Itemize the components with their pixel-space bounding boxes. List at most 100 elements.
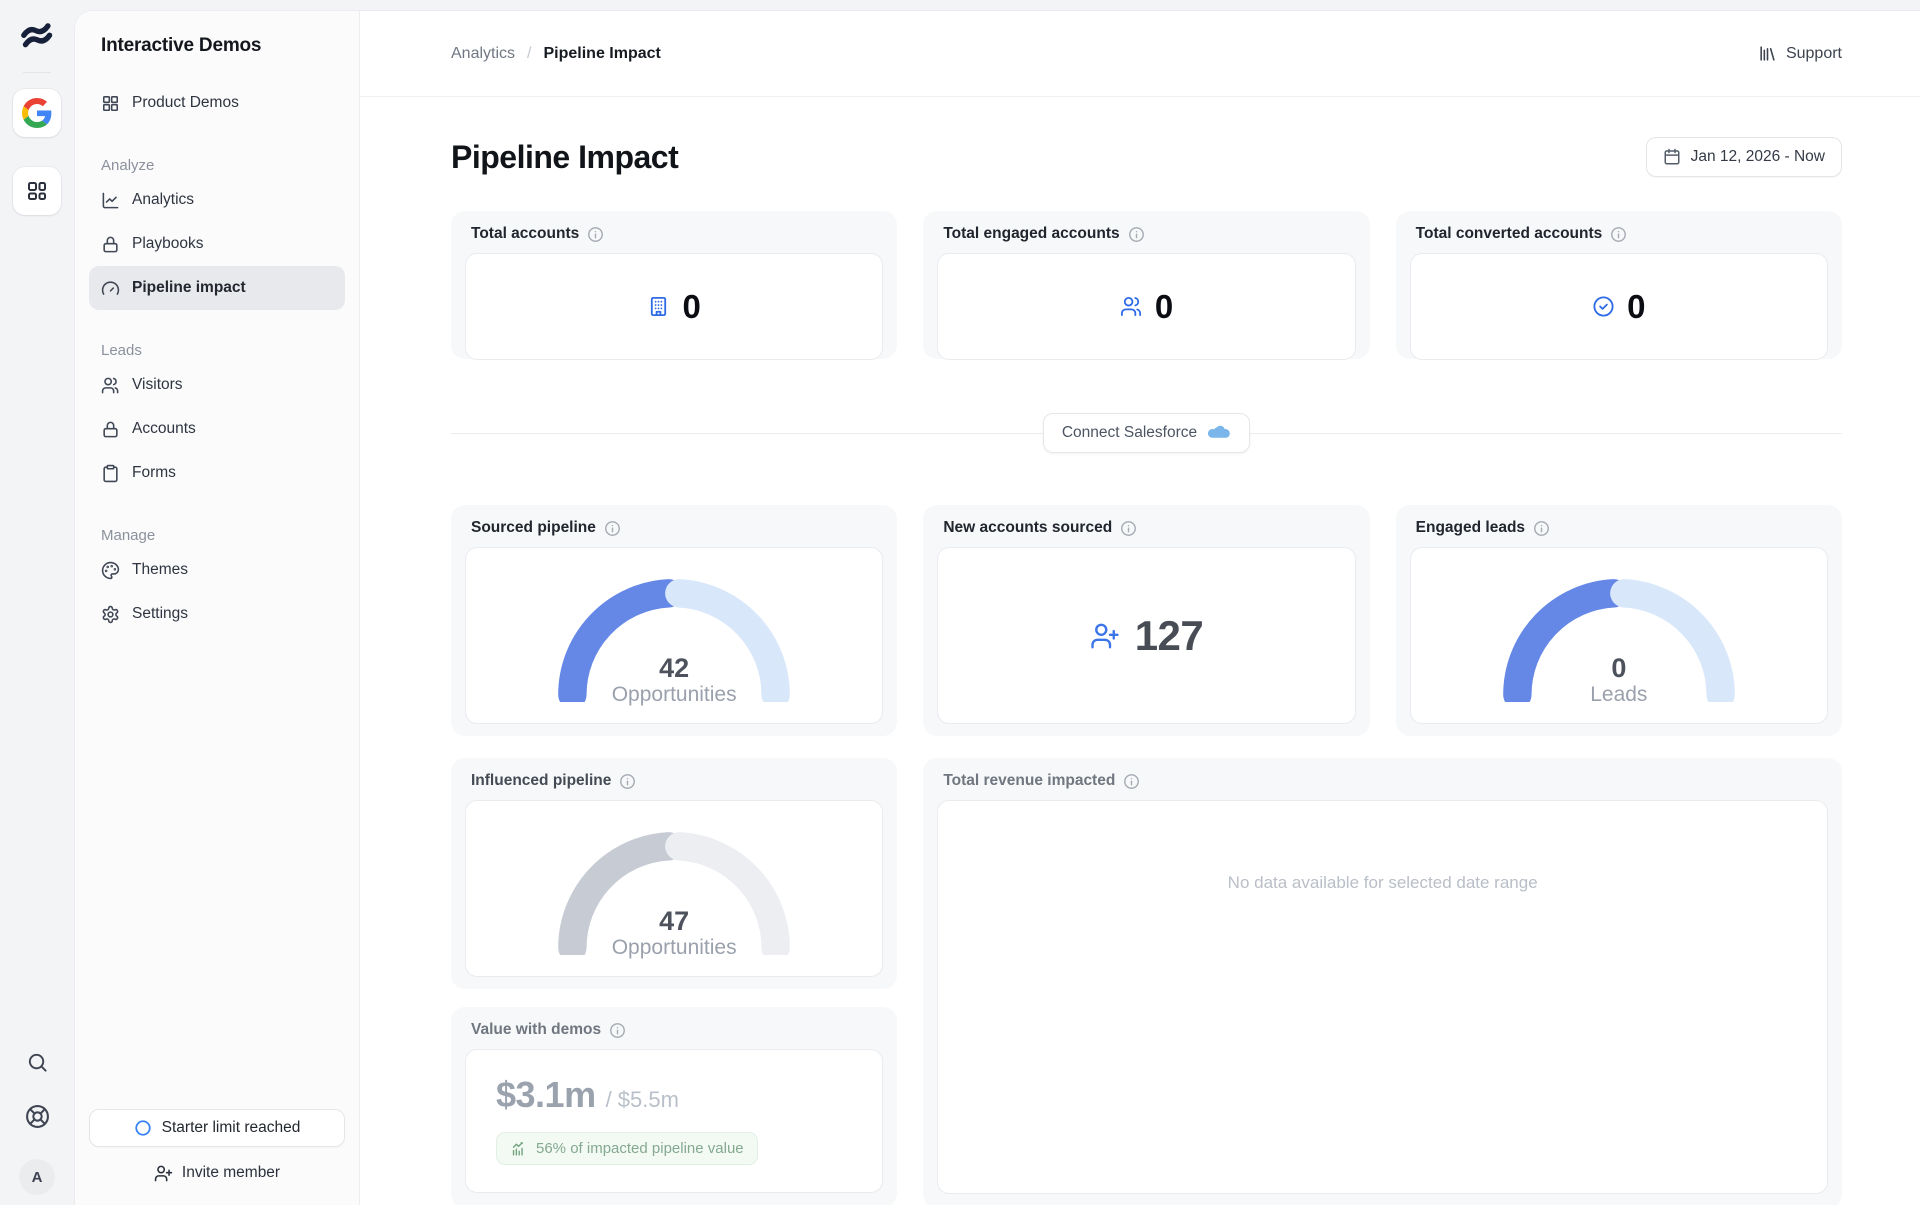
info-icon[interactable] bbox=[609, 1022, 626, 1039]
sidebar-item-forms[interactable]: Forms bbox=[89, 451, 345, 495]
info-icon[interactable] bbox=[1128, 226, 1145, 243]
sidebar-item-label: Analytics bbox=[132, 191, 195, 208]
gauge-value: 0 bbox=[1611, 653, 1627, 683]
gear-icon bbox=[102, 605, 119, 623]
info-icon[interactable] bbox=[1533, 520, 1550, 537]
sidebar-item-playbooks[interactable]: Playbooks bbox=[89, 222, 345, 266]
card-title: Total converted accounts bbox=[1415, 225, 1603, 242]
info-icon[interactable] bbox=[1120, 520, 1137, 537]
card-title: Total engaged accounts bbox=[943, 225, 1120, 242]
sidebar-item-label: Accounts bbox=[132, 420, 196, 437]
connect-salesforce-row: Connect Salesforce bbox=[451, 413, 1842, 453]
help-button[interactable] bbox=[25, 1104, 50, 1129]
search-icon bbox=[28, 1053, 47, 1072]
info-icon[interactable] bbox=[619, 773, 636, 790]
plan-limit-label: Starter limit reached bbox=[161, 1119, 301, 1136]
sidebar-item-label: Themes bbox=[132, 561, 188, 578]
chart-increase-icon bbox=[512, 1142, 523, 1156]
bottom-grid: Influenced pipeline 47 Opportunities bbox=[451, 758, 1842, 1205]
sidebar-item-accounts[interactable]: Accounts bbox=[89, 407, 345, 451]
sidebar: Interactive Demos Product Demos Analyze … bbox=[75, 11, 360, 1205]
total-converted-accounts-card: Total converted accounts 0 bbox=[1395, 211, 1842, 360]
date-range-button[interactable]: Jan 12, 2026 - Now bbox=[1645, 137, 1842, 177]
gauge-unit: Opportunities bbox=[611, 936, 737, 959]
sidebar-item-settings[interactable]: Settings bbox=[89, 592, 345, 636]
sidebar-item-pipeline-impact[interactable]: Pipeline impact bbox=[89, 266, 345, 310]
value-amount: $3.1m bbox=[496, 1074, 596, 1115]
sidebar-item-label: Visitors bbox=[132, 376, 183, 393]
stat-value: 0 bbox=[1154, 287, 1174, 325]
gauge-icon bbox=[101, 280, 120, 295]
circle-icon bbox=[134, 1120, 151, 1136]
support-button[interactable]: Support bbox=[1758, 44, 1842, 63]
sidebar-item-label: Playbooks bbox=[132, 235, 204, 252]
demos-grid-tile[interactable] bbox=[13, 167, 61, 215]
total-engaged-accounts-card: Total engaged accounts 0 bbox=[923, 211, 1370, 360]
gauge-value: 47 bbox=[659, 906, 690, 936]
section-label-manage: Manage bbox=[101, 527, 156, 544]
sidebar-footer: Starter limit reached Invite member bbox=[89, 1109, 345, 1193]
stat-value: 0 bbox=[1627, 287, 1646, 325]
date-range-label: Jan 12, 2026 - Now bbox=[1690, 148, 1825, 165]
invite-member-button[interactable]: Invite member bbox=[89, 1153, 345, 1193]
sidebar-item-label: Settings bbox=[132, 605, 189, 622]
gauge-value: 42 bbox=[659, 653, 690, 683]
breadcrumb-analytics[interactable]: Analytics bbox=[451, 44, 516, 62]
gauge-unit: Leads bbox=[1590, 683, 1648, 706]
salesforce-cloud-icon bbox=[1208, 425, 1230, 438]
breadcrumb-separator: / bbox=[527, 44, 532, 62]
sidebar-item-themes[interactable]: Themes bbox=[89, 548, 345, 592]
app-logo[interactable] bbox=[16, 16, 58, 58]
stats-row: Total accounts 0 bbox=[451, 211, 1842, 360]
total-revenue-impacted-card: Total revenue impacted No data available… bbox=[923, 758, 1842, 1205]
rail-divider bbox=[23, 72, 51, 73]
invite-member-label: Invite member bbox=[181, 1164, 281, 1181]
page-title: Pipeline Impact bbox=[451, 138, 679, 175]
gauge-chart bbox=[558, 579, 790, 702]
plan-limit-button[interactable]: Starter limit reached bbox=[89, 1109, 345, 1147]
life-buoy-icon bbox=[25, 1105, 49, 1128]
lock-icon bbox=[103, 421, 118, 437]
new-accounts-sourced-card: New accounts sourced 127 bbox=[923, 505, 1370, 736]
user-plus-icon bbox=[154, 1165, 173, 1181]
user-plus-icon bbox=[1090, 621, 1120, 651]
connect-salesforce-label: Connect Salesforce bbox=[1061, 424, 1198, 441]
calendar-icon bbox=[1664, 148, 1680, 165]
avatar-initial: A bbox=[31, 1168, 43, 1186]
value-total: / $5.5m bbox=[605, 1087, 679, 1112]
sidebar-item-product-demos[interactable]: Product Demos bbox=[89, 81, 345, 125]
info-icon[interactable] bbox=[604, 520, 621, 537]
rail-bottom-group: A bbox=[19, 1051, 55, 1205]
sidebar-item-label: Forms bbox=[132, 464, 176, 481]
sidebar-item-label: Pipeline impact bbox=[132, 279, 246, 296]
line-chart-icon bbox=[102, 192, 119, 208]
empty-state-text: No data available for selected date rang… bbox=[1227, 873, 1538, 892]
layout-dashboard-icon bbox=[28, 182, 46, 200]
search-button[interactable] bbox=[26, 1051, 49, 1074]
card-title: Sourced pipeline bbox=[471, 519, 596, 536]
sourced-pipeline-card: Sourced pipeline 42 Opportunities bbox=[451, 505, 898, 736]
card-title: Engaged leads bbox=[1415, 519, 1526, 536]
sidebar-item-visitors[interactable]: Visitors bbox=[89, 363, 345, 407]
pipeline-value-badge: 56% of impacted pipeline value bbox=[496, 1132, 758, 1165]
breadcrumb-current: Pipeline Impact bbox=[543, 44, 661, 62]
connect-salesforce-button[interactable]: Connect Salesforce bbox=[1042, 413, 1251, 453]
sidebar-item-analytics[interactable]: Analytics bbox=[89, 178, 345, 222]
top-bar: Analytics / Pipeline Impact Support bbox=[360, 11, 1920, 97]
google-workspace-tile[interactable] bbox=[13, 89, 61, 137]
grid-icon bbox=[102, 95, 119, 111]
building-icon bbox=[647, 295, 670, 318]
info-icon[interactable] bbox=[587, 226, 604, 243]
gauges-row: Sourced pipeline 42 Opportunities bbox=[451, 505, 1842, 736]
section-label-analyze: Analyze bbox=[101, 157, 155, 174]
info-icon[interactable] bbox=[1610, 226, 1627, 243]
gauge-unit: Opportunities bbox=[611, 683, 737, 706]
user-avatar[interactable]: A bbox=[19, 1159, 55, 1195]
card-title: Influenced pipeline bbox=[471, 772, 612, 789]
users-icon bbox=[1120, 295, 1143, 318]
gauge-chart bbox=[558, 832, 790, 955]
support-label: Support bbox=[1785, 44, 1842, 62]
info-icon[interactable] bbox=[1123, 773, 1140, 790]
wave-logo-icon bbox=[21, 23, 53, 48]
clipboard-icon bbox=[103, 464, 118, 482]
